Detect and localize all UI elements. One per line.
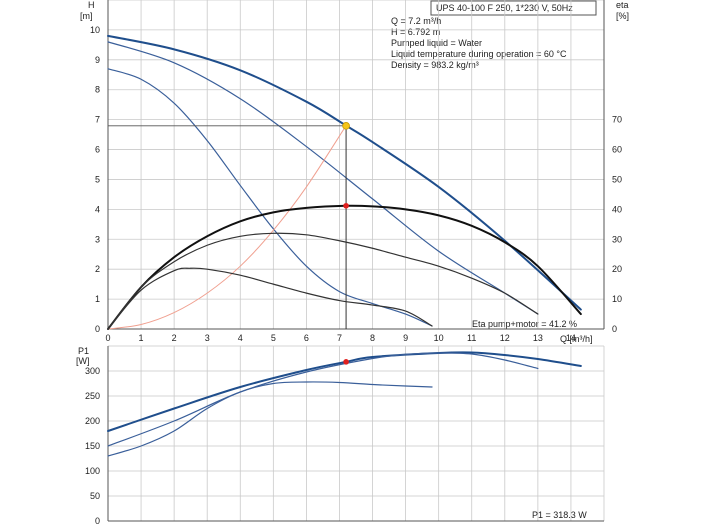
p1-curve-1 bbox=[107, 352, 539, 447]
eta-tick-label: 20 bbox=[612, 264, 622, 274]
p1-tick-label: 200 bbox=[85, 416, 100, 426]
h-tick-label: 4 bbox=[95, 204, 100, 214]
h-tick-label: 7 bbox=[95, 115, 100, 125]
q-tick-label: 8 bbox=[370, 333, 375, 343]
p1-axis-unit: [W] bbox=[76, 356, 90, 366]
h-tick-label: 8 bbox=[95, 85, 100, 95]
eta-tick-label: 60 bbox=[612, 145, 622, 155]
p1-tick-label: 250 bbox=[85, 391, 100, 401]
eta-tick-label: 40 bbox=[612, 204, 622, 214]
p1-point-marker bbox=[343, 359, 349, 365]
p1-tick-label: 150 bbox=[85, 441, 100, 451]
q-tick-label: 9 bbox=[403, 333, 408, 343]
title-box bbox=[430, 0, 597, 16]
h-tick-label: 6 bbox=[95, 145, 100, 155]
q-tick-label: 12 bbox=[500, 333, 510, 343]
eta-tick-label: 50 bbox=[612, 174, 622, 184]
eta-axis-unit: [%] bbox=[616, 11, 629, 21]
eta-label: Eta pump+motor = 41.2 % bbox=[472, 319, 577, 329]
eta-curve-6 bbox=[107, 267, 433, 330]
eta-point-marker bbox=[343, 202, 349, 209]
q-tick-label: 3 bbox=[205, 333, 210, 343]
q-tick-label: 5 bbox=[271, 333, 276, 343]
q-tick-label: 11 bbox=[467, 333, 476, 343]
p1-label-box bbox=[528, 508, 596, 520]
q-tick-label: 0 bbox=[105, 333, 110, 343]
p1-curve-0 bbox=[107, 351, 582, 432]
eta-tick-label: 0 bbox=[612, 324, 617, 334]
q-tick-label: 10 bbox=[434, 333, 444, 343]
q-tick-label: 6 bbox=[304, 333, 309, 343]
q-tick-label: 7 bbox=[337, 333, 342, 343]
h-tick-label: 10 bbox=[90, 25, 100, 35]
h-tick-label: 5 bbox=[95, 174, 100, 184]
p1-label: P1 = 318.3 W bbox=[532, 510, 587, 520]
h-tick-label: 0 bbox=[95, 324, 100, 334]
q-axis-label: Q [m³/h] bbox=[560, 334, 593, 344]
eta-axis-label: eta bbox=[616, 0, 629, 10]
q-tick-label: 2 bbox=[172, 333, 177, 343]
eta-tick-label: 10 bbox=[612, 294, 622, 304]
info-h: H = 6.792 m bbox=[391, 27, 440, 37]
h-tick-label: 1 bbox=[95, 294, 100, 304]
h-tick-label: 2 bbox=[95, 264, 100, 274]
p1-axis-label: P1 bbox=[78, 346, 89, 356]
q-tick-label: 1 bbox=[139, 333, 144, 343]
eta-tick-label: 30 bbox=[612, 234, 622, 244]
info-q: Q = 7.2 m³/h bbox=[391, 16, 441, 26]
p1-tick-label: 300 bbox=[85, 366, 100, 376]
h-axis-label: H bbox=[88, 0, 95, 10]
eta-label-box bbox=[468, 317, 596, 329]
info-temperature: Liquid temperature during operation = 60… bbox=[391, 49, 567, 59]
p1-tick-label: 100 bbox=[85, 466, 100, 476]
info-liquid: Pumped liquid = Water bbox=[391, 38, 482, 48]
h-tick-label: 9 bbox=[95, 55, 100, 65]
duty-point-marker bbox=[342, 122, 350, 130]
head-curve-3 bbox=[107, 125, 347, 330]
eta-tick-label: 70 bbox=[612, 115, 622, 125]
info-density: Density = 983.2 kg/m³ bbox=[391, 60, 479, 70]
p1-curve-2 bbox=[107, 381, 433, 457]
h-axis-unit: [m] bbox=[80, 11, 93, 21]
q-tick-label: 14 bbox=[566, 333, 576, 343]
p1-tick-label: 50 bbox=[90, 491, 100, 501]
head-curve-1 bbox=[107, 41, 539, 315]
eta-curve-5 bbox=[107, 232, 539, 330]
h-tick-label: 3 bbox=[95, 234, 100, 244]
p1-tick-label: 0 bbox=[95, 516, 100, 526]
q-tick-label: 13 bbox=[533, 333, 543, 343]
q-tick-label: 4 bbox=[238, 333, 243, 343]
